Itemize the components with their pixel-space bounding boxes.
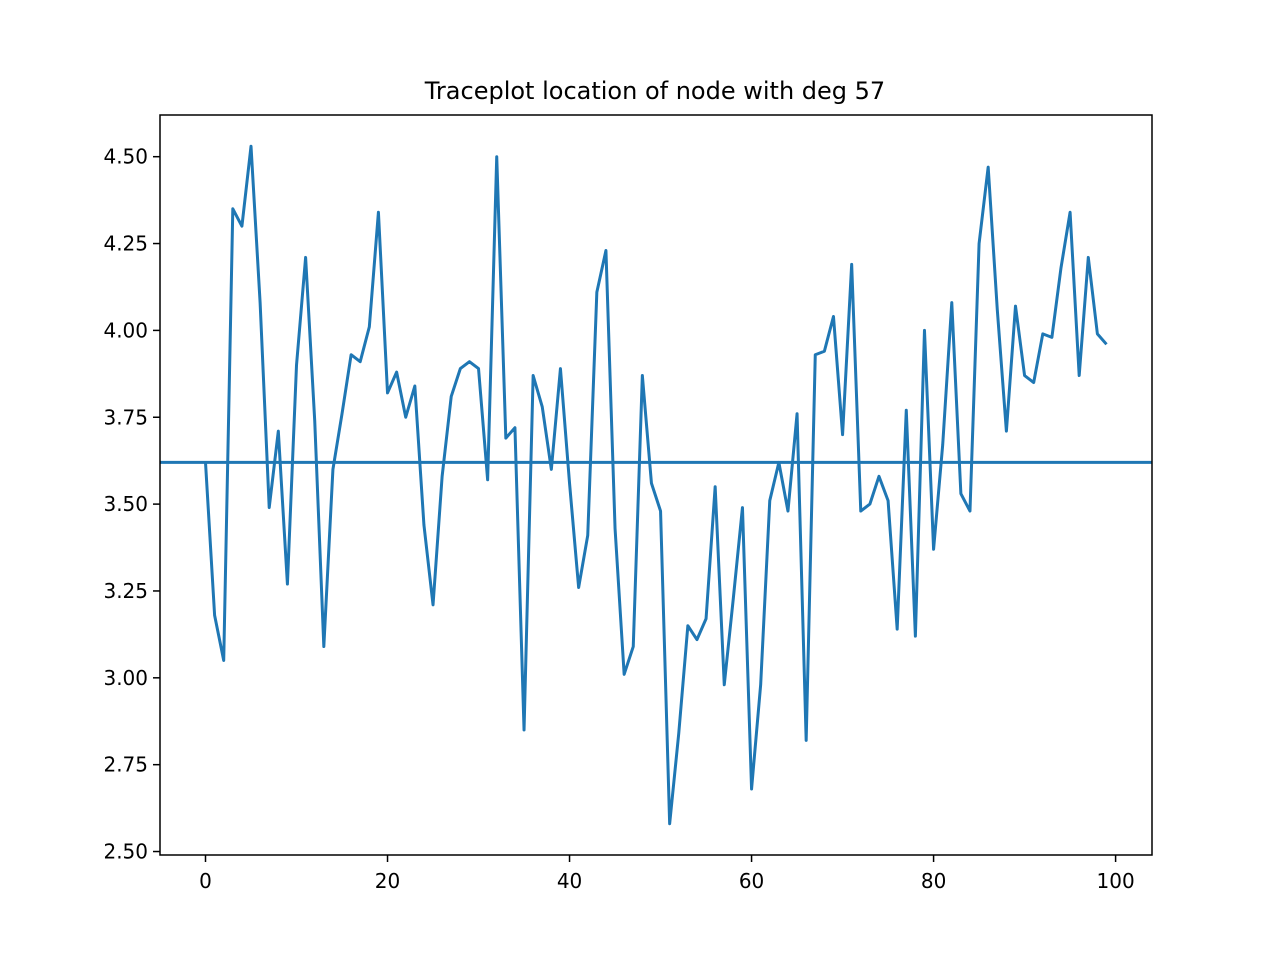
- chart-title: Traceplot location of node with deg 57: [424, 77, 885, 105]
- y-tick-label: 4.00: [103, 318, 148, 342]
- x-axis: 0 20 40 60 80 100: [199, 855, 1135, 893]
- x-tick-label: 0: [199, 869, 212, 893]
- x-tick-label: 40: [557, 869, 582, 893]
- y-tick-label: 3.75: [103, 405, 148, 429]
- y-axis: 2.50 2.75 3.00 3.25 3.50 3.75 4.00 4.25 4.50: [103, 145, 160, 864]
- y-tick-label: 3.50: [103, 492, 148, 516]
- y-tick-label: 2.50: [103, 840, 148, 864]
- series-line: [204, 144, 1108, 826]
- x-tick-label: 100: [1097, 869, 1135, 893]
- y-tick-label: 2.75: [103, 753, 148, 777]
- plot-area: [160, 144, 1152, 826]
- y-tick-label: 3.00: [103, 666, 148, 690]
- y-tick-label: 3.25: [103, 579, 148, 603]
- plot-frame: [159, 114, 1153, 856]
- x-tick-label: 20: [375, 869, 400, 893]
- x-tick-label: 80: [921, 869, 946, 893]
- y-tick-label: 4.25: [103, 232, 148, 256]
- y-tick-label: 4.50: [103, 145, 148, 169]
- x-tick-label: 60: [739, 869, 764, 893]
